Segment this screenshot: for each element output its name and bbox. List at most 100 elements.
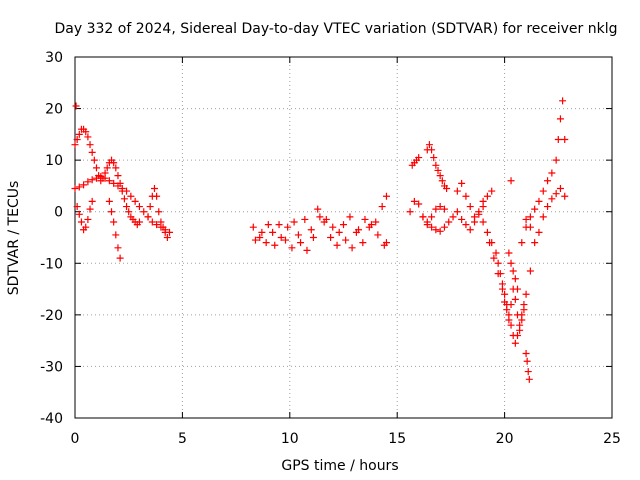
data-point (425, 141, 433, 149)
x-tick-label: 0 (71, 431, 80, 447)
data-point (494, 259, 502, 267)
data-point (112, 231, 120, 239)
y-tick-labels: -40 -30 -20 -10 0 10 20 30 (40, 50, 63, 427)
data-point (462, 192, 470, 200)
data-point (346, 213, 354, 221)
data-point (440, 223, 448, 231)
data-point (436, 172, 444, 180)
data-point (90, 156, 98, 164)
data-point (415, 154, 423, 162)
data-point (511, 275, 519, 283)
data-point (327, 234, 335, 241)
data-point (428, 146, 436, 154)
data-point (434, 166, 442, 174)
series-late-deep-tail (505, 249, 533, 383)
data-point (483, 228, 491, 236)
data-point (86, 141, 94, 149)
data-point (105, 177, 113, 185)
data-point (559, 97, 567, 105)
data-point (522, 290, 530, 298)
data-point (123, 187, 131, 195)
x-tick-label: 25 (603, 431, 621, 447)
grid-lines (75, 57, 612, 418)
data-point (140, 208, 148, 216)
data-point (127, 192, 135, 200)
data-point (361, 215, 369, 223)
chart-title: Day 332 of 2024, Sidereal Day-to-day VTE… (55, 21, 618, 37)
data-point (118, 185, 126, 193)
data-point (340, 221, 347, 229)
data-point (150, 185, 158, 193)
data-point (110, 159, 118, 167)
data-point (75, 210, 83, 218)
data-point (309, 234, 317, 241)
data-point (159, 223, 167, 231)
data-point (458, 179, 466, 187)
data-point (449, 213, 457, 221)
data-point (249, 223, 257, 231)
data-point (88, 197, 96, 205)
data-point (440, 205, 448, 213)
data-point (322, 215, 330, 223)
data-point (288, 244, 296, 252)
data-point (511, 339, 519, 347)
data-point (525, 375, 533, 383)
x-tick-label: 20 (496, 431, 514, 447)
data-point (523, 357, 531, 365)
y-tick-label: 10 (45, 153, 63, 169)
x-tick-label: 10 (281, 431, 299, 447)
data-point (507, 301, 515, 309)
data-point (382, 192, 390, 200)
data-point (335, 228, 343, 236)
data-point (513, 331, 521, 339)
data-point (110, 218, 118, 226)
data-point (428, 213, 436, 221)
data-point (112, 164, 120, 172)
data-point (526, 223, 534, 231)
data-point (342, 236, 350, 244)
data-point (518, 316, 526, 324)
data-point (329, 223, 337, 231)
data-point (135, 218, 143, 226)
data-point (75, 183, 83, 191)
data-point (486, 239, 494, 247)
data-point (535, 228, 543, 236)
data-point (301, 215, 309, 223)
x-tick-label: 5 (178, 431, 187, 447)
series-early-arc-A (71, 125, 143, 229)
data-point (131, 197, 139, 205)
data-point (511, 295, 519, 303)
series-early-dip (73, 185, 171, 262)
data-point (443, 185, 451, 193)
data-point (114, 182, 122, 190)
data-point (372, 218, 380, 226)
data-point (522, 215, 530, 223)
data-point (479, 218, 487, 226)
data-point (483, 192, 491, 200)
data-point (561, 192, 569, 200)
data-point (282, 236, 290, 244)
series-evening-arc-A (408, 141, 451, 193)
data-point (114, 244, 122, 252)
data-point (348, 244, 356, 252)
data-point (428, 223, 436, 231)
data-point (303, 246, 311, 254)
data-point (539, 187, 547, 195)
data-point (556, 115, 564, 123)
data-point (97, 173, 105, 181)
x-axis-label: GPS time / hours (281, 458, 398, 474)
data-point (458, 215, 466, 223)
data-point (501, 290, 509, 298)
data-point (101, 174, 109, 182)
data-point (71, 185, 79, 193)
data-point (382, 239, 390, 247)
data-point (316, 213, 324, 221)
data-point (406, 208, 414, 216)
data-point (73, 203, 81, 211)
data-point (410, 197, 418, 205)
data-point (498, 285, 506, 293)
data-point (548, 169, 556, 177)
data-point (432, 226, 440, 234)
data-point (505, 316, 513, 324)
